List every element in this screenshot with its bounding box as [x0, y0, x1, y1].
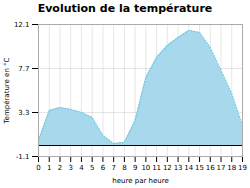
svg-text:7.7: 7.7 — [18, 65, 29, 73]
svg-text:18: 18 — [227, 164, 236, 172]
svg-text:12: 12 — [163, 164, 172, 172]
svg-text:9: 9 — [133, 164, 137, 172]
svg-text:12.1: 12.1 — [14, 21, 30, 29]
svg-text:7: 7 — [111, 164, 115, 172]
svg-text:heure par heure: heure par heure — [112, 177, 168, 185]
svg-text:3: 3 — [68, 164, 72, 172]
html-text:Evolution de la température: Evolution de la température — [37, 2, 213, 15]
svg-text:19: 19 — [238, 164, 247, 172]
svg-text:1: 1 — [47, 164, 51, 172]
svg-text:2: 2 — [58, 164, 62, 172]
svg-text:15: 15 — [195, 164, 204, 172]
svg-text:14: 14 — [184, 164, 193, 172]
svg-text:Température en °C: Température en °C — [3, 57, 11, 124]
svg-text:6: 6 — [101, 164, 106, 172]
svg-text:10: 10 — [141, 164, 150, 172]
svg-text:0: 0 — [36, 164, 40, 172]
svg-text:3.3: 3.3 — [18, 109, 29, 117]
svg-text:13: 13 — [174, 164, 183, 172]
svg-text:8: 8 — [122, 164, 126, 172]
svg-text:-1.1: -1.1 — [16, 153, 30, 161]
svg-text:4: 4 — [79, 164, 84, 172]
svg-text:16: 16 — [206, 164, 215, 172]
svg-text:11: 11 — [152, 164, 161, 172]
svg-text:17: 17 — [217, 164, 226, 172]
svg-text:5: 5 — [90, 164, 94, 172]
